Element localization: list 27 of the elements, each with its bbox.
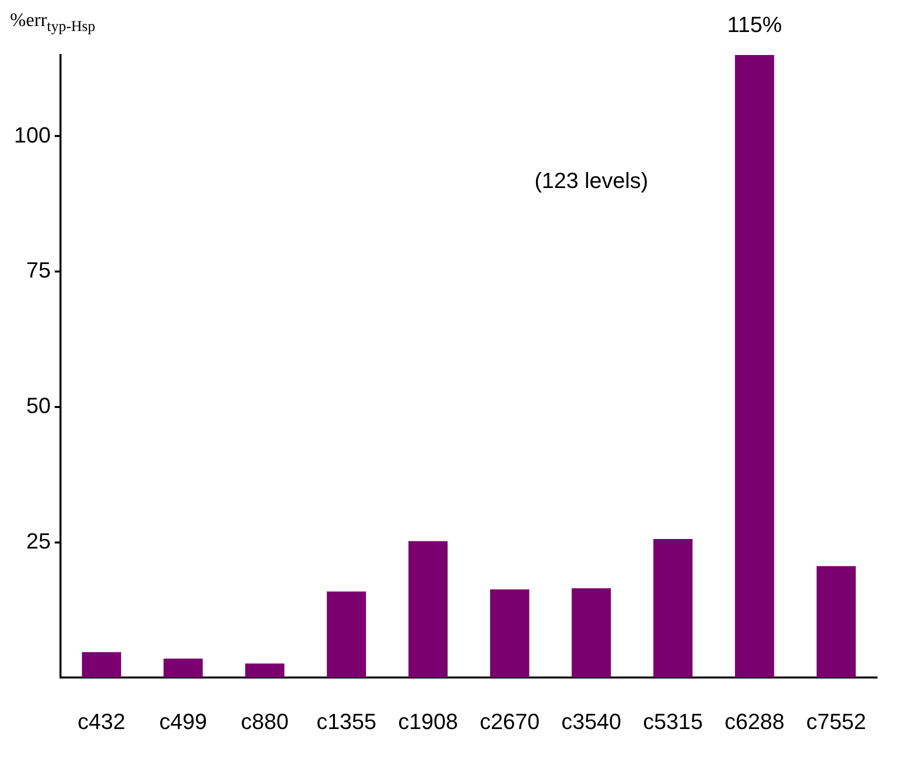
bar: [734, 55, 774, 678]
x-tick-label: c880: [240, 708, 289, 734]
x-tick-label: c499: [159, 708, 208, 734]
bar: [164, 658, 203, 678]
x-tick-label: c5315: [642, 708, 703, 734]
x-tick-label: c432: [78, 708, 126, 734]
bar: [490, 589, 530, 678]
x-tick-label: c6288: [724, 708, 785, 734]
y-tick-label: 100: [14, 122, 51, 148]
bar: [82, 652, 122, 678]
x-tick-label: c2670: [480, 708, 540, 734]
y-tick-label: 75: [26, 258, 51, 283]
bar: [408, 541, 448, 678]
bar: [572, 588, 611, 678]
x-tick-label: c1908: [398, 708, 458, 734]
x-tick-label: c1355: [316, 708, 376, 734]
bar: [816, 566, 856, 678]
y-tick-label: 50: [26, 392, 51, 418]
y-axis-title: %err$_{typ-Hsp}$: [10, 10, 96, 36]
annotation: (123 levels): [534, 168, 648, 194]
bar: [245, 664, 284, 678]
bar: [653, 539, 693, 678]
bar: [326, 592, 366, 678]
y-tick-label: 25: [26, 528, 51, 554]
x-tick-label: c3540: [561, 708, 622, 734]
data-label: 115%: [727, 12, 782, 38]
x-tick-label: c7552: [806, 708, 866, 734]
